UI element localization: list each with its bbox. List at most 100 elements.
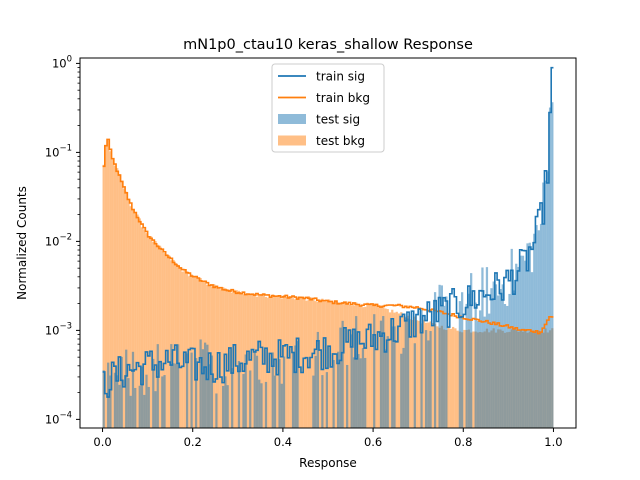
test-bkg-bar — [456, 330, 459, 428]
x-axis-label: Response — [299, 456, 357, 470]
test-sig-bar — [125, 349, 128, 428]
test-sig-bar — [316, 331, 319, 428]
test-bkg-bar — [113, 165, 117, 428]
test-sig-bar — [429, 331, 432, 428]
test-bkg-bar — [152, 241, 155, 428]
test-sig-bar — [506, 305, 509, 428]
test-sig-bar — [551, 102, 554, 428]
legend-box — [271, 63, 385, 153]
test-sig-bar — [249, 370, 252, 428]
test-bkg-bar — [185, 271, 189, 428]
train-steps — [102, 66, 554, 398]
test-bkg-bar — [183, 269, 186, 428]
test-bkg-bar — [330, 301, 333, 428]
test-bkg-bar — [323, 301, 326, 428]
legend-label: train sig — [316, 70, 365, 84]
test-bkg-bar — [431, 323, 434, 428]
chart-title: mN1p0_ctau10 keras_shallow Response — [183, 37, 473, 53]
test-bkg-bar — [116, 168, 119, 428]
test-bkg-bar — [334, 301, 338, 428]
y-tick-label: 10−3 — [45, 321, 72, 337]
test-sig-bar — [215, 393, 218, 428]
test-sig-bar — [508, 293, 511, 428]
test-sig-bar — [346, 364, 349, 428]
test-sig-bar — [172, 363, 175, 428]
test-bkg-bar — [194, 276, 198, 428]
test-bkg-bar — [454, 328, 457, 428]
test-sig-bar — [512, 290, 516, 428]
test-bkg-bar — [328, 299, 331, 428]
test-bkg-bar — [129, 206, 132, 428]
test-bkg-bar — [325, 301, 328, 428]
test-bkg-bar — [134, 213, 137, 428]
test-sig-bar — [481, 267, 484, 428]
test-sig-bar — [379, 320, 383, 428]
test-sig-bar — [357, 354, 360, 428]
legend-label: train bkg — [316, 91, 370, 105]
test-bkg-bar — [190, 274, 193, 428]
test-bkg-bar — [375, 305, 378, 428]
test-sig-bar — [237, 361, 241, 428]
test-bkg-bar — [273, 296, 277, 428]
test-sig-bar — [501, 284, 504, 428]
test-sig-bar — [273, 375, 277, 428]
test-sig-bar — [479, 310, 482, 428]
test-bkg-bar — [276, 295, 279, 428]
test-sig-bar — [355, 316, 358, 428]
test-sig-bar — [321, 375, 324, 428]
test-sig-bar — [294, 345, 297, 428]
test-sig-bar — [325, 372, 328, 428]
test-sig-bar — [413, 343, 416, 428]
test-bkg-bar — [370, 305, 374, 428]
test-sig-bar — [438, 284, 441, 428]
test-sig-bar — [312, 375, 315, 428]
test-sig-bar — [499, 289, 502, 428]
test-bkg-bar — [307, 296, 310, 428]
test-sig-bar — [222, 385, 225, 428]
test-sig-bar — [278, 359, 281, 428]
test-bkg-bar — [154, 241, 157, 428]
test-bkg-bar — [366, 302, 369, 428]
test-sig-bar — [280, 383, 283, 428]
axes-frame — [79, 57, 577, 429]
test-bkg-bar — [147, 237, 150, 428]
test-sig-bar — [427, 340, 430, 428]
test-sig-bar — [542, 182, 545, 428]
test-sig-bar — [510, 248, 513, 428]
test-bkg-bar — [167, 255, 171, 428]
test-sig-bar — [524, 260, 527, 428]
x-tick-label: 0.8 — [454, 435, 472, 449]
test-bkg-bar — [452, 326, 455, 428]
test-bkg-bar — [397, 313, 401, 428]
test-sig-bar — [244, 354, 247, 428]
test-sig-bar — [537, 230, 540, 428]
test-sig-bar — [145, 374, 148, 428]
test-bkg-bar — [411, 319, 414, 428]
test-bkg-bar — [251, 294, 254, 428]
test-bkg-bar — [472, 331, 475, 428]
test-sig-bar — [176, 344, 180, 428]
test-sig-bar — [116, 375, 119, 428]
x-axis-ticks: 0.0 0.2 0.4 0.6 0.8 1.0 — [93, 428, 563, 449]
test-sig-bar — [291, 351, 295, 428]
test-bkg-bar — [449, 328, 452, 428]
test-sig-bar — [539, 223, 543, 428]
test-bkg-bar — [289, 296, 292, 428]
test-sig-bar — [152, 358, 155, 428]
test-bkg-bar — [318, 299, 322, 428]
test-sig-bar — [488, 313, 491, 428]
test-bkg-bar — [165, 254, 168, 428]
test-bkg-bar — [179, 267, 182, 428]
test-bkg-bar — [377, 306, 380, 428]
test-bkg-bar — [463, 329, 466, 428]
legend-swatch — [278, 114, 306, 124]
test-bkg-bar — [222, 287, 225, 428]
test-bkg-bar — [125, 191, 128, 428]
test-sig-bar — [163, 375, 166, 428]
test-sig-bar — [548, 107, 552, 428]
test-sig-bar — [492, 281, 495, 428]
y-tick-label: 10−4 — [45, 410, 72, 426]
test-sig-bar — [465, 303, 468, 428]
test-sig-bar — [174, 363, 177, 428]
